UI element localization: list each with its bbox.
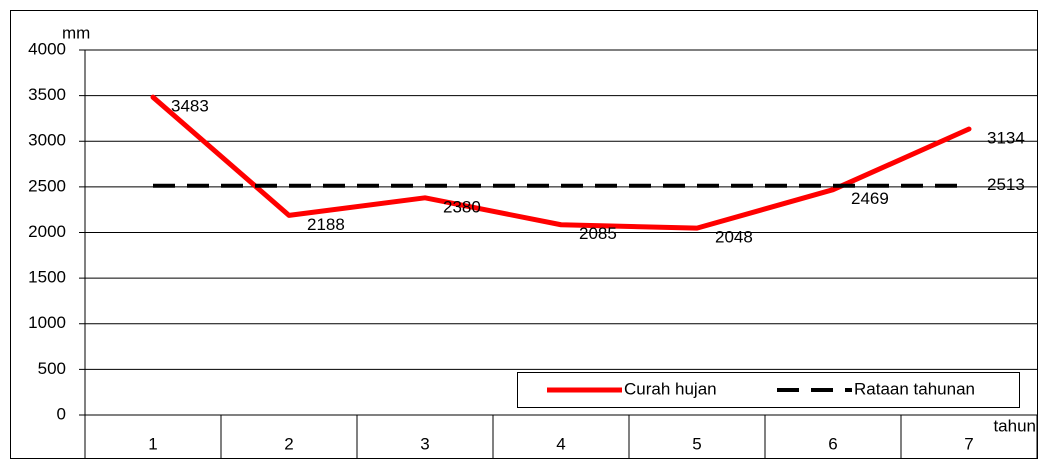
- legend-label: Curah hujan: [624, 379, 717, 398]
- data-label: 2188: [307, 215, 345, 234]
- y-tick-label: 1500: [28, 268, 66, 287]
- y-tick-label: 3500: [28, 85, 66, 104]
- x-tick-label: 4: [556, 434, 565, 453]
- data-label: 3134: [987, 129, 1025, 148]
- y-tick-label: 1000: [28, 313, 66, 332]
- x-tick-label: 5: [692, 434, 701, 453]
- x-tick-label: 7: [964, 434, 973, 453]
- y-tick-label: 0: [57, 404, 66, 423]
- data-label: 2513: [987, 175, 1025, 194]
- x-axis-label: tahun: [993, 416, 1036, 435]
- y-tick-label: 2000: [28, 222, 66, 241]
- legend-label: Rataan tahunan: [854, 379, 975, 398]
- y-tick-label: 3000: [28, 131, 66, 150]
- y-tick-label: 500: [38, 359, 66, 378]
- data-label: 2380: [443, 197, 481, 216]
- data-label: 2085: [579, 224, 617, 243]
- data-label: 2048: [715, 228, 753, 247]
- x-tick-label: 3: [420, 434, 429, 453]
- y-tick-label: 4000: [28, 39, 66, 58]
- y-tick-label: 2500: [28, 176, 66, 195]
- x-tick-label: 1: [148, 434, 157, 453]
- data-label: 3483: [171, 97, 209, 116]
- x-tick-label: 2: [284, 434, 293, 453]
- data-label: 2469: [851, 189, 889, 208]
- y-axis-label: mm: [62, 23, 90, 42]
- x-tick-label: 6: [828, 434, 837, 453]
- series-line: [150, 94, 972, 231]
